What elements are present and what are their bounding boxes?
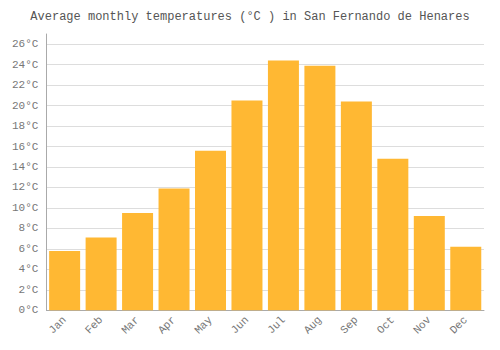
svg-text:Sep: Sep <box>338 314 360 336</box>
svg-text:8°C: 8°C <box>19 222 39 234</box>
svg-text:20°C: 20°C <box>12 100 39 112</box>
svg-text:6°C: 6°C <box>19 243 39 255</box>
svg-text:May: May <box>192 314 215 337</box>
svg-text:Aug: Aug <box>302 314 324 336</box>
svg-text:Jun: Jun <box>229 314 251 336</box>
svg-text:12°C: 12°C <box>12 181 39 193</box>
svg-text:24°C: 24°C <box>12 59 39 71</box>
svg-text:Average monthly temperatures (: Average monthly temperatures (°C ) in Sa… <box>30 10 469 24</box>
svg-text:10°C: 10°C <box>12 202 39 214</box>
svg-text:0°C: 0°C <box>19 304 39 316</box>
svg-text:2°C: 2°C <box>19 284 39 296</box>
svg-text:Nov: Nov <box>411 314 434 337</box>
svg-text:Oct: Oct <box>375 314 397 336</box>
svg-text:26°C: 26°C <box>12 38 39 50</box>
svg-text:16°C: 16°C <box>12 141 39 153</box>
svg-text:22°C: 22°C <box>12 79 39 91</box>
svg-text:Apr: Apr <box>156 314 178 336</box>
svg-text:4°C: 4°C <box>19 263 39 275</box>
svg-text:Jan: Jan <box>46 314 68 336</box>
svg-text:14°C: 14°C <box>12 161 39 173</box>
svg-text:Mar: Mar <box>119 314 141 336</box>
svg-text:Feb: Feb <box>83 314 105 336</box>
svg-text:Jul: Jul <box>265 314 287 336</box>
svg-text:Dec: Dec <box>448 314 470 336</box>
svg-text:18°C: 18°C <box>12 120 39 132</box>
